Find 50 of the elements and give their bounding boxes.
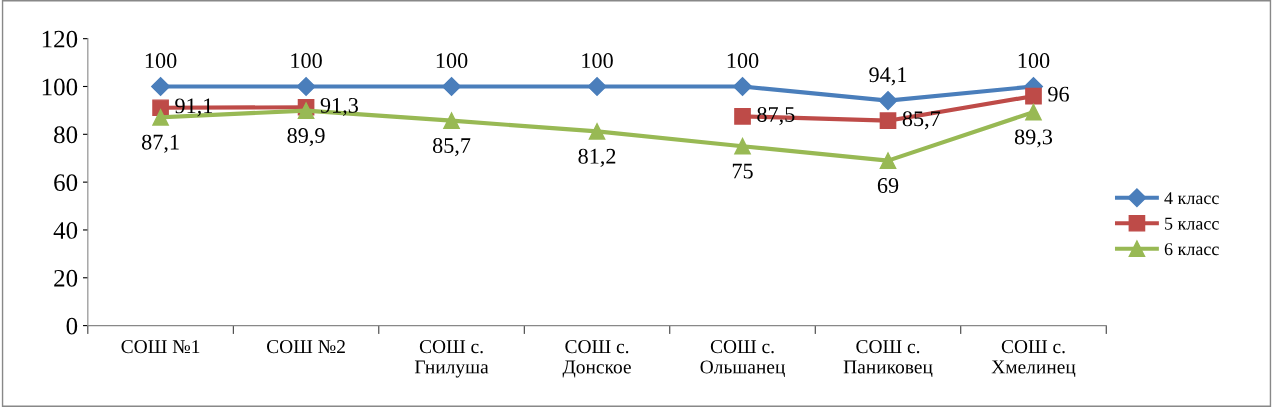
point [1025, 103, 1042, 121]
data-label: 100 [291, 53, 322, 69]
data-label: 100 [1018, 53, 1050, 69]
point [296, 76, 316, 97]
y-tick-label: 100 [42, 78, 78, 96]
data-label: 100 [727, 53, 759, 69]
data-label: 100 [145, 53, 177, 69]
data-label: 94,1 [869, 67, 907, 86]
data-label: 75 [732, 163, 753, 179]
x-tick-label: СОШ с. Паниковец [843, 340, 933, 378]
point [878, 91, 898, 111]
data-label: 100 [436, 53, 468, 69]
y-tick-label: 40 [53, 222, 78, 239]
x-tick-label: СОШ с. Гнилуша [414, 340, 489, 378]
point [734, 137, 751, 155]
point [879, 112, 897, 130]
data-label: 100 [582, 53, 613, 69]
data-label: 87,5 [757, 106, 795, 126]
point [152, 108, 169, 126]
x-tick-label: СОШ №1 [121, 340, 200, 354]
point [1025, 87, 1042, 105]
point [587, 76, 607, 97]
x-tick-label: СОШ №2 [266, 340, 345, 354]
y-tick-label: 0 [66, 317, 78, 335]
data-label: 85,7 [432, 137, 471, 157]
y-tick-label: 60 [54, 174, 78, 192]
x-tick-label: СОШ с. Хмелинец [991, 340, 1076, 378]
legend-label: 5 класс [1165, 217, 1219, 230]
data-label: 87,1 [141, 134, 179, 153]
legend-label: 6 класс [1164, 243, 1219, 256]
data-label: 69 [877, 177, 899, 193]
point [732, 76, 753, 97]
x-tick-label: СОШ с. Ольшанец [700, 340, 785, 378]
y-tick-label: 80 [54, 126, 78, 144]
y-tick-label: 120 [42, 30, 78, 48]
point [734, 108, 751, 125]
point [879, 152, 897, 169]
y-tick-label: 20 [54, 269, 78, 287]
data-label: 85,7 [902, 111, 941, 130]
data-label: 89,9 [287, 127, 325, 147]
data-label: 89,3 [1014, 129, 1053, 148]
point [442, 76, 462, 97]
point [588, 123, 606, 140]
data-label: 81,2 [578, 148, 616, 167]
x-tick-label: СОШ с. Донское [562, 340, 631, 378]
data-label: 96 [1048, 86, 1069, 102]
point [443, 112, 460, 130]
legend-label: 4 класс [1164, 192, 1219, 205]
point [297, 102, 315, 119]
point [151, 76, 171, 97]
